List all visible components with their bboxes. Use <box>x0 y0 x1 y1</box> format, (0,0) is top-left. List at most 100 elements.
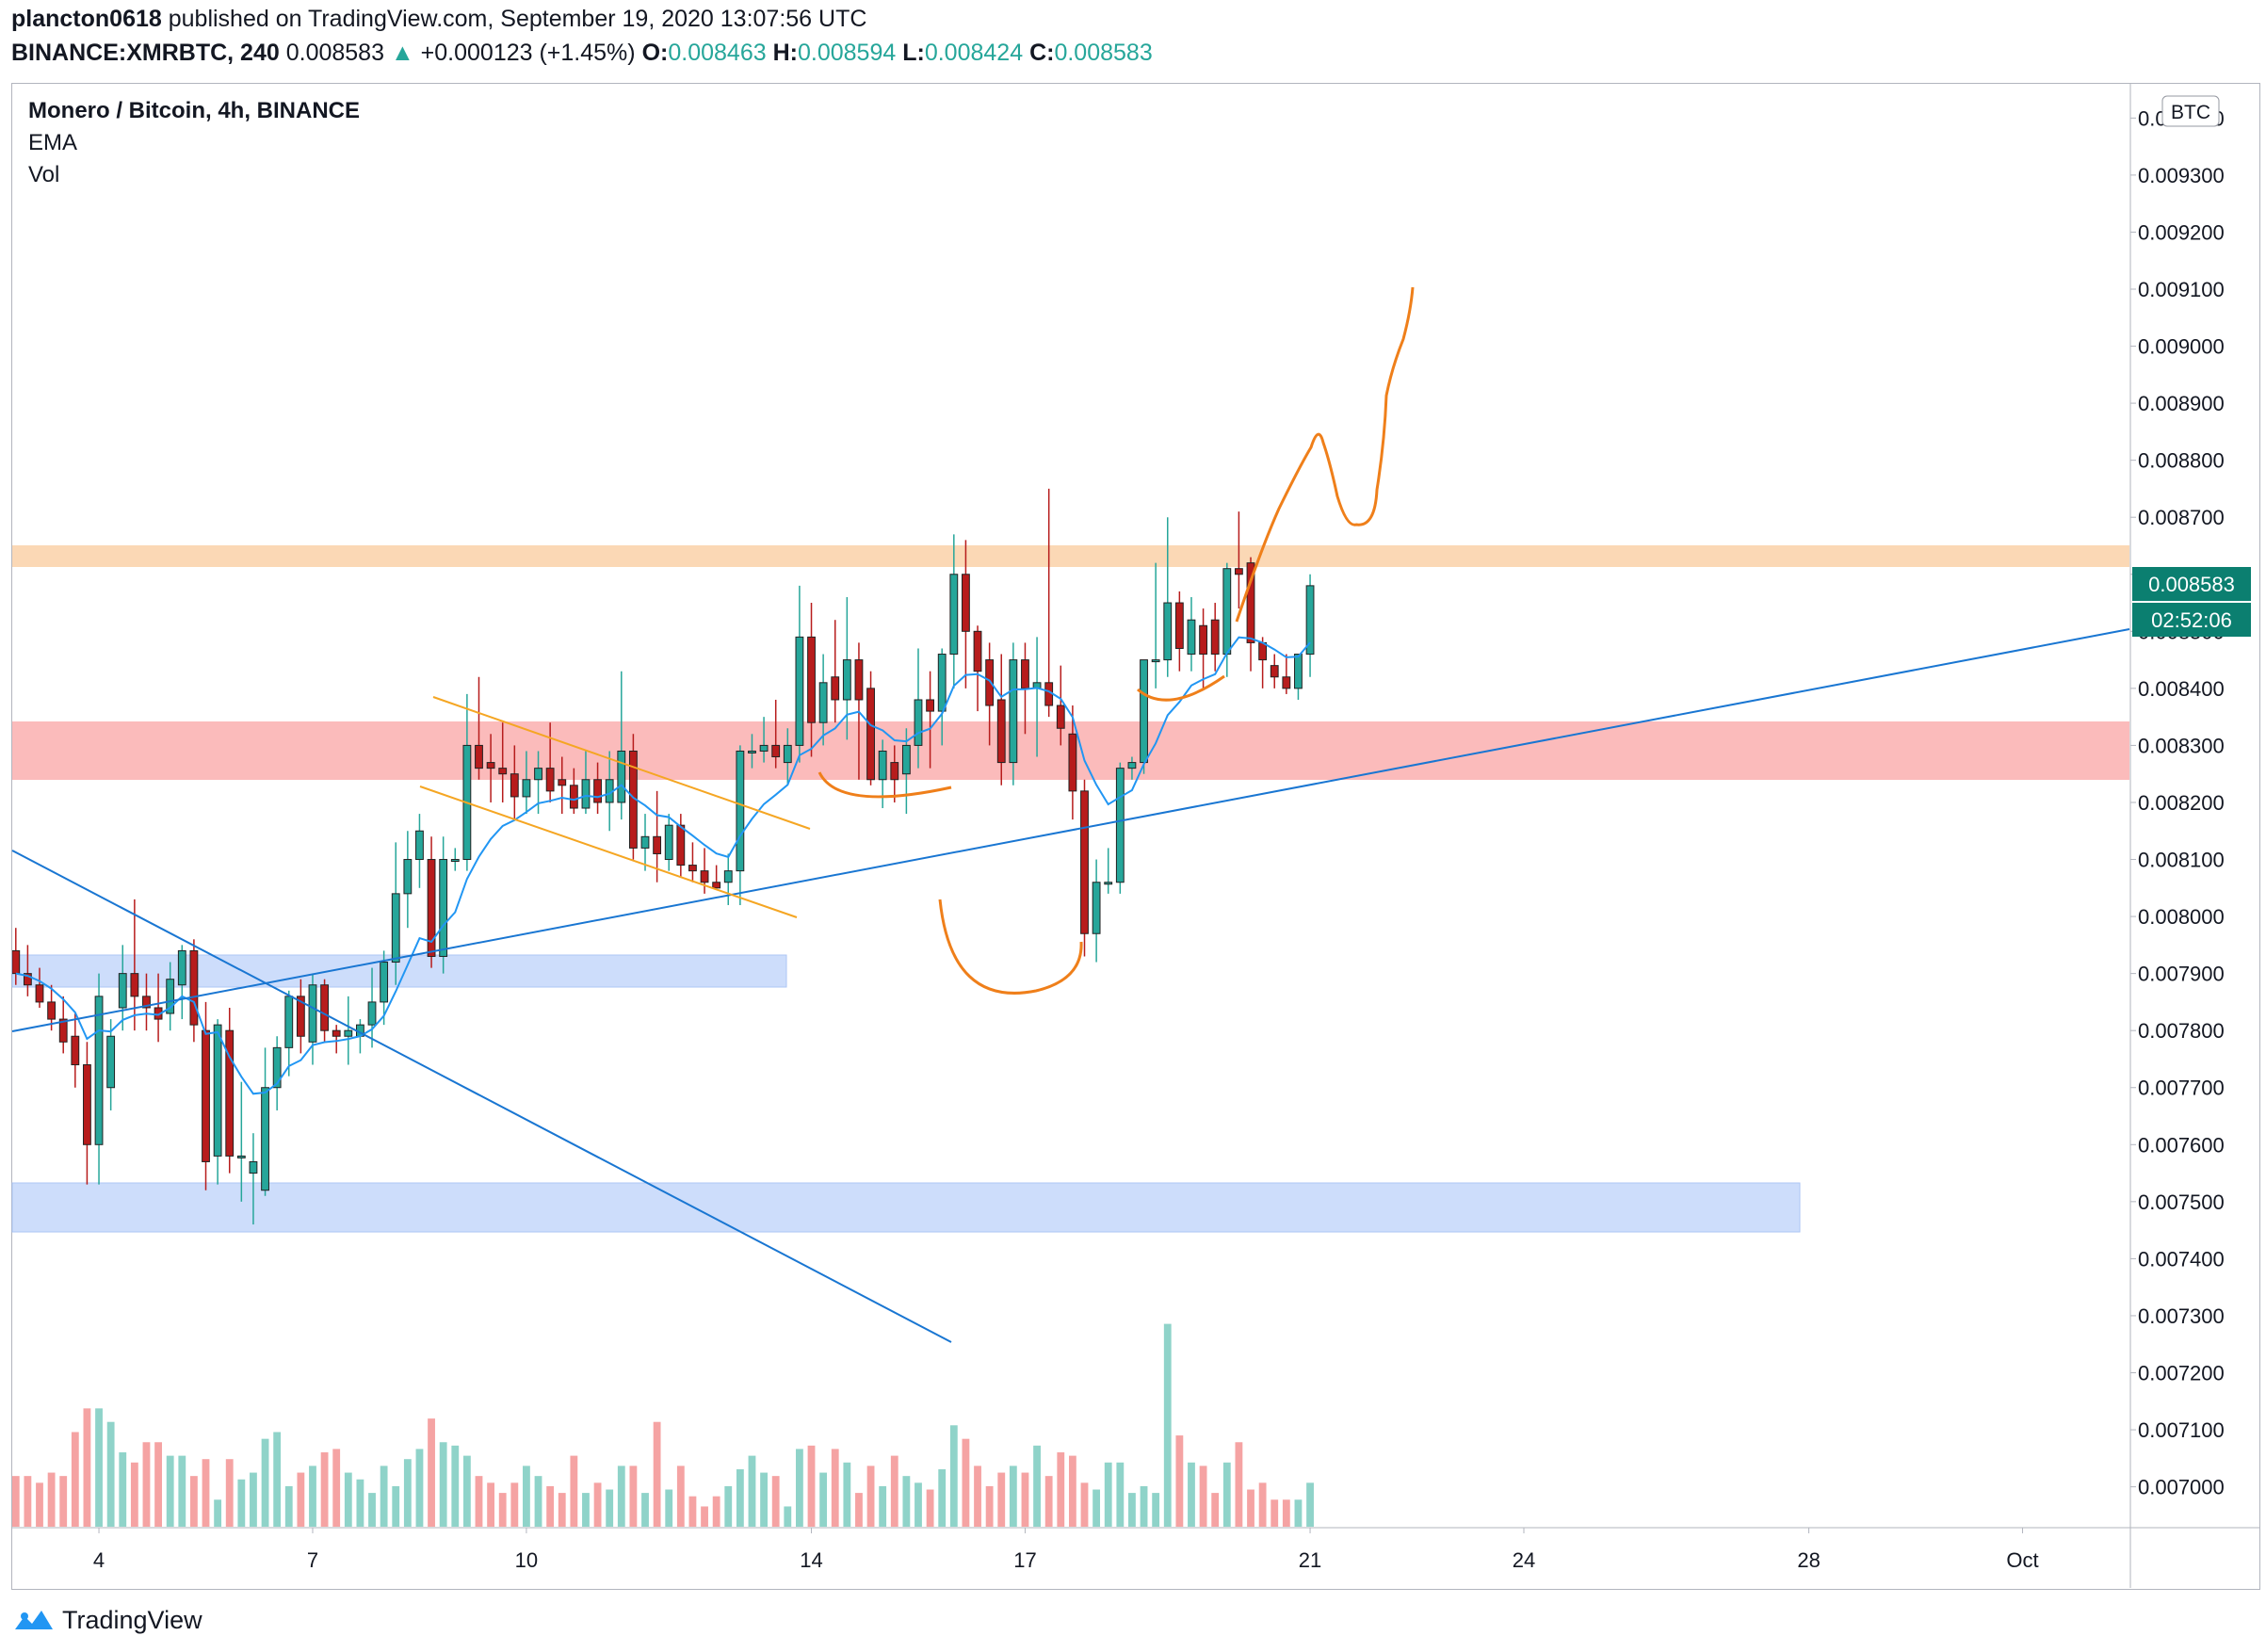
author-name[interactable]: plancton0618 <box>11 6 162 32</box>
candle <box>926 671 935 769</box>
volume-bar <box>1306 1482 1314 1527</box>
legend-title: Monero / Bitcoin, 4h, BINANCE <box>28 98 361 123</box>
channel-lower-line <box>419 786 798 918</box>
drawn-curve-right <box>1137 674 1225 702</box>
volume-bar <box>59 1476 68 1527</box>
volume-bar <box>831 1449 839 1527</box>
candle <box>1068 705 1077 820</box>
candle <box>949 534 959 688</box>
volume-bar <box>1152 1493 1160 1527</box>
volume-bar <box>593 1482 602 1527</box>
candle <box>664 814 673 871</box>
candle-body <box>795 636 804 746</box>
candle <box>653 790 662 883</box>
candle-body <box>593 779 602 803</box>
candle-body <box>1115 768 1125 883</box>
volume-bar <box>284 1485 293 1527</box>
candle-body <box>12 949 21 975</box>
candle-body <box>937 654 947 712</box>
candle-body <box>1199 624 1207 656</box>
candle <box>1127 756 1137 780</box>
countdown-badge-label: 02:52:06 <box>2151 608 2232 632</box>
drawn-curve-left <box>817 771 952 799</box>
candle-body <box>723 870 733 883</box>
candle-body <box>771 744 781 758</box>
candle-body <box>1222 568 1232 656</box>
candle-body <box>83 1064 91 1145</box>
chart-frame[interactable] <box>11 83 2260 1590</box>
candle-body <box>617 750 626 803</box>
candle <box>189 939 199 1043</box>
candle-body <box>700 870 709 883</box>
candle-body <box>664 824 673 861</box>
candle-body <box>403 859 413 895</box>
volume-bar <box>617 1466 625 1527</box>
volume-bar <box>558 1493 566 1527</box>
candle <box>344 996 353 1065</box>
candle <box>498 722 508 802</box>
candle-body <box>510 773 519 798</box>
candle-body <box>688 865 697 872</box>
candle-body <box>1294 654 1303 689</box>
price-tick-label: 0.007300 <box>2138 1304 2225 1328</box>
candle <box>486 734 495 802</box>
volume-bar <box>439 1442 447 1527</box>
candle-body <box>748 750 756 753</box>
volume-bar <box>1116 1462 1125 1527</box>
last-price-badge-label: 0.008583 <box>2148 573 2235 596</box>
volume-bar <box>166 1455 174 1527</box>
volume-bar <box>819 1472 828 1527</box>
candle <box>890 745 899 802</box>
candle <box>308 973 317 1065</box>
candle-body <box>58 1018 68 1043</box>
candle-body <box>759 744 769 752</box>
candle-body <box>450 859 460 863</box>
price-tick-label: 0.009200 <box>2138 220 2225 244</box>
candle <box>83 1042 91 1185</box>
candle <box>545 722 555 802</box>
candle <box>771 699 781 769</box>
volume-bar <box>1222 1462 1231 1527</box>
candle-body <box>807 636 816 723</box>
candle-body <box>332 1029 341 1037</box>
time-tick-label: 21 <box>1299 1548 1321 1572</box>
high-label: H: <box>772 40 798 66</box>
candle-body <box>344 1029 353 1037</box>
time-tick-label: 4 <box>93 1548 105 1572</box>
price-tick-label: 0.008000 <box>2138 905 2225 929</box>
candle-body <box>569 785 578 809</box>
tradingview-brand[interactable]: TradingView <box>13 1601 202 1639</box>
last-price-badge: 0.008583 <box>2132 567 2251 601</box>
price-tick-label: 0.009000 <box>2138 335 2225 359</box>
candle <box>1246 557 1255 672</box>
candle <box>1140 659 1148 774</box>
volume-bar <box>498 1493 507 1527</box>
price-axis-ticks: 0.007000 0.007100 0.007200 0.007300 0.007400… <box>2130 106 2225 1499</box>
candle <box>558 756 567 815</box>
candle <box>1305 574 1315 677</box>
candle <box>985 642 995 746</box>
candle <box>391 842 400 985</box>
candle-body <box>236 1155 246 1158</box>
candle-body <box>1282 676 1291 689</box>
volume-bar <box>771 1476 780 1527</box>
candle-body <box>1174 602 1184 649</box>
tradingview-logo-icon <box>15 1611 53 1629</box>
volume-bar <box>629 1466 638 1527</box>
descending-trendline <box>11 850 952 1343</box>
volume-bar <box>1199 1466 1207 1527</box>
candle-body <box>498 768 508 775</box>
candle <box>284 990 294 1077</box>
candle-body <box>391 893 400 964</box>
drawn-curve-bottom <box>938 899 1083 995</box>
candle <box>58 996 68 1054</box>
currency-badge[interactable]: BTC <box>2161 95 2220 127</box>
candle <box>1222 562 1232 677</box>
candle <box>723 853 733 905</box>
candle <box>225 1007 235 1174</box>
drawn-projection <box>1235 286 1415 623</box>
candle <box>866 671 875 786</box>
publish-text: published on TradingView.com, September … <box>168 6 867 32</box>
candle-body <box>1104 882 1113 885</box>
